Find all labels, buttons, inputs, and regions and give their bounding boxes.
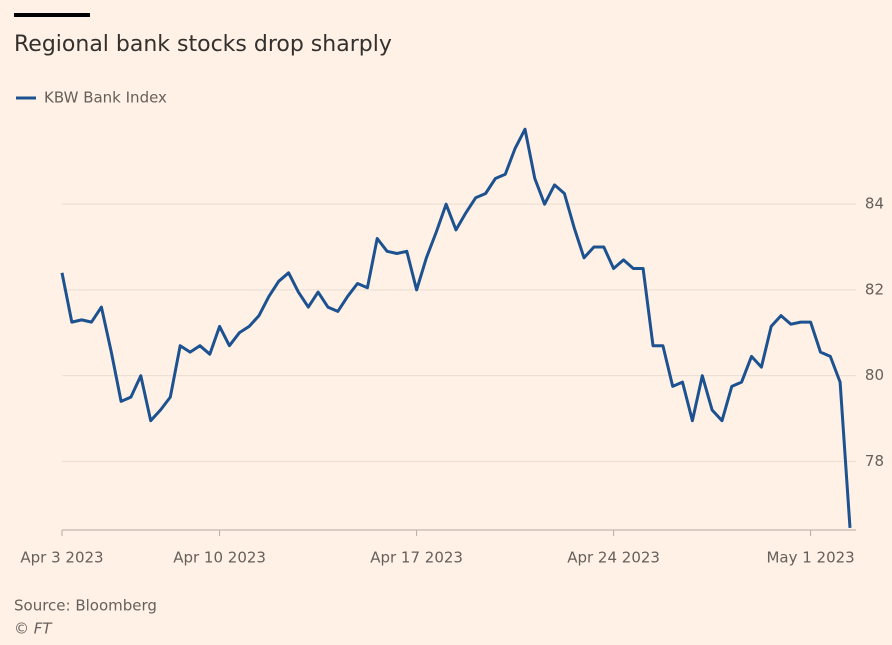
copyright: © FT bbox=[14, 620, 53, 638]
x-tick-label: Apr 24 2023 bbox=[567, 549, 660, 567]
y-tick-label: 80 bbox=[865, 366, 884, 384]
y-tick-label: 84 bbox=[865, 195, 884, 213]
x-tick-label: Apr 3 2023 bbox=[20, 549, 103, 567]
chart-title: Regional bank stocks drop sharply bbox=[14, 32, 392, 57]
y-tick-label: 82 bbox=[865, 280, 884, 298]
series-line bbox=[60, 127, 852, 529]
legend-label: KBW Bank Index bbox=[44, 89, 167, 107]
x-tick-label: Apr 17 2023 bbox=[370, 549, 463, 567]
x-tick-label: May 1 2023 bbox=[766, 549, 854, 567]
source: Source: Bloomberg bbox=[14, 597, 157, 615]
top-bar bbox=[14, 13, 90, 17]
y-tick-label: 78 bbox=[865, 452, 884, 470]
x-tick-label: Apr 10 2023 bbox=[173, 549, 266, 567]
